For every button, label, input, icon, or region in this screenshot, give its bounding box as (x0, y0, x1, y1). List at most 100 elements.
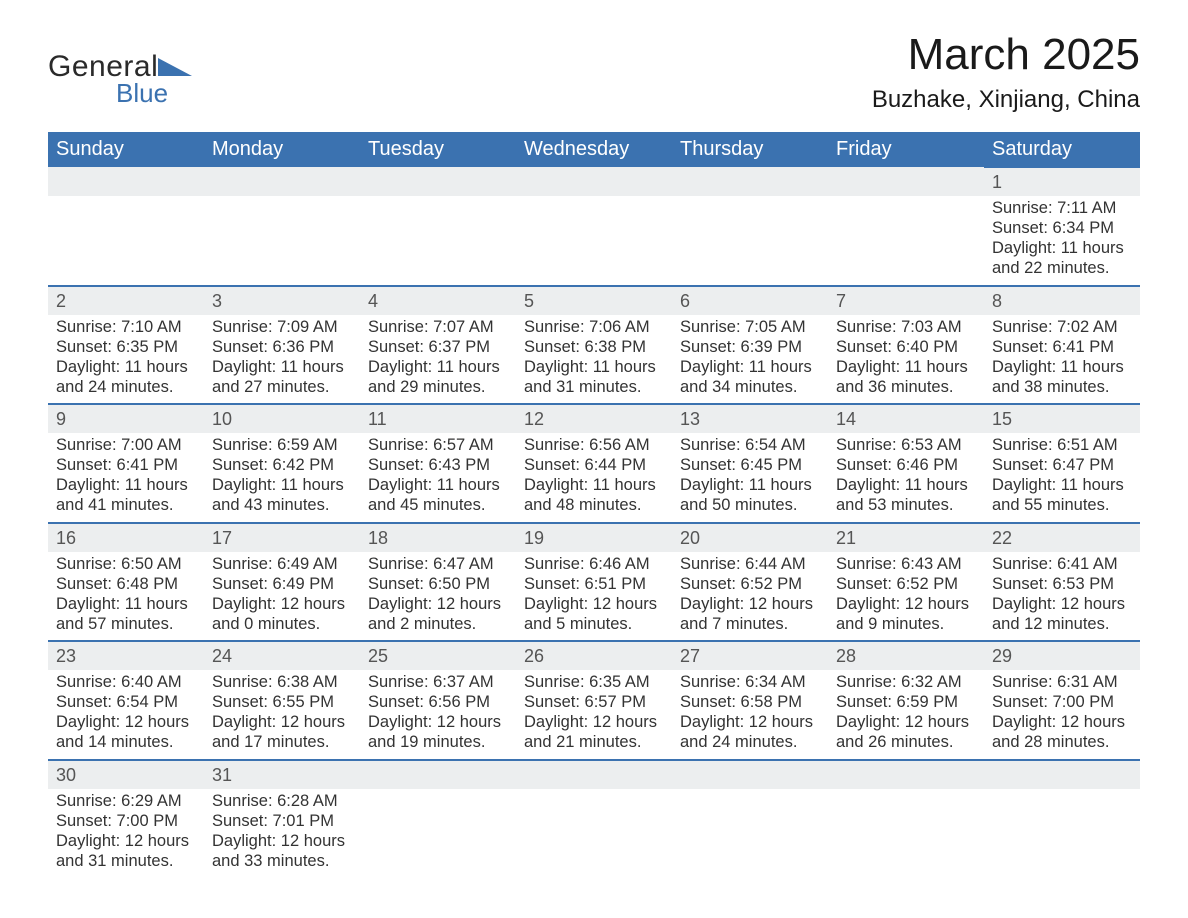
day-sunset: Sunset: 7:01 PM (212, 811, 352, 831)
daynum-row: 2345678 (48, 285, 1140, 315)
day-details: Sunrise: 6:47 AMSunset: 6:50 PMDaylight:… (360, 552, 516, 641)
day-sunrise: Sunrise: 6:37 AM (368, 672, 508, 692)
day-number: 14 (828, 404, 984, 433)
day-dl1: Daylight: 12 hours (212, 594, 352, 614)
detail-row: Sunrise: 6:29 AMSunset: 7:00 PMDaylight:… (48, 789, 1140, 878)
day-dl1: Daylight: 11 hours (836, 475, 976, 495)
day-detail-cell: Sunrise: 6:40 AMSunset: 6:54 PMDaylight:… (48, 670, 204, 759)
day-details: Sunrise: 7:03 AMSunset: 6:40 PMDaylight:… (828, 315, 984, 404)
day-sunset: Sunset: 6:48 PM (56, 574, 196, 594)
day-number-cell (984, 759, 1140, 789)
day-dl2: and 24 minutes. (680, 732, 820, 752)
day-number: 4 (360, 286, 516, 315)
day-number: 28 (828, 641, 984, 670)
day-sunset: Sunset: 6:57 PM (524, 692, 664, 712)
day-dl2: and 7 minutes. (680, 614, 820, 634)
day-details: Sunrise: 6:40 AMSunset: 6:54 PMDaylight:… (48, 670, 204, 759)
day-dl2: and 0 minutes. (212, 614, 352, 634)
weekday-header: Friday (828, 132, 984, 167)
day-number: 13 (672, 404, 828, 433)
day-sunset: Sunset: 6:49 PM (212, 574, 352, 594)
day-dl1: Daylight: 11 hours (836, 357, 976, 377)
daynum-row: 9101112131415 (48, 404, 1140, 434)
day-number: 24 (204, 641, 360, 670)
day-sunrise: Sunrise: 6:29 AM (56, 791, 196, 811)
day-details: Sunrise: 6:54 AMSunset: 6:45 PMDaylight:… (672, 433, 828, 522)
day-detail-cell (672, 196, 828, 285)
brand-logo: General Blue (48, 50, 192, 109)
day-details: Sunrise: 7:07 AMSunset: 6:37 PMDaylight:… (360, 315, 516, 404)
day-dl1: Daylight: 11 hours (680, 475, 820, 495)
day-dl1: Daylight: 11 hours (524, 475, 664, 495)
day-sunset: Sunset: 6:52 PM (680, 574, 820, 594)
day-number-cell: 17 (204, 522, 360, 552)
day-sunset: Sunset: 6:52 PM (836, 574, 976, 594)
day-number-cell (516, 167, 672, 196)
day-number-cell: 18 (360, 522, 516, 552)
day-number-cell: 3 (204, 285, 360, 315)
day-sunset: Sunset: 6:54 PM (56, 692, 196, 712)
day-details: Sunrise: 6:53 AMSunset: 6:46 PMDaylight:… (828, 433, 984, 522)
day-detail-cell: Sunrise: 6:28 AMSunset: 7:01 PMDaylight:… (204, 789, 360, 878)
day-sunset: Sunset: 6:44 PM (524, 455, 664, 475)
day-dl2: and 26 minutes. (836, 732, 976, 752)
day-number: 29 (984, 641, 1140, 670)
day-dl1: Daylight: 12 hours (56, 712, 196, 732)
day-number-cell: 28 (828, 641, 984, 671)
weekday-header: Monday (204, 132, 360, 167)
day-number: 12 (516, 404, 672, 433)
day-details: Sunrise: 6:49 AMSunset: 6:49 PMDaylight:… (204, 552, 360, 641)
day-number: 23 (48, 641, 204, 670)
day-details: Sunrise: 6:50 AMSunset: 6:48 PMDaylight:… (48, 552, 204, 641)
day-details: Sunrise: 6:29 AMSunset: 7:00 PMDaylight:… (48, 789, 204, 878)
day-number: 19 (516, 523, 672, 552)
day-dl1: Daylight: 11 hours (992, 475, 1132, 495)
day-number: 10 (204, 404, 360, 433)
day-number: 21 (828, 523, 984, 552)
day-dl2: and 34 minutes. (680, 377, 820, 397)
day-dl2: and 29 minutes. (368, 377, 508, 397)
day-sunset: Sunset: 6:55 PM (212, 692, 352, 712)
day-sunrise: Sunrise: 6:41 AM (992, 554, 1132, 574)
weekday-header: Saturday (984, 132, 1140, 167)
day-details: Sunrise: 6:44 AMSunset: 6:52 PMDaylight:… (672, 552, 828, 641)
daynum-row: 16171819202122 (48, 522, 1140, 552)
calendar-table: Sunday Monday Tuesday Wednesday Thursday… (48, 132, 1140, 877)
day-sunrise: Sunrise: 7:10 AM (56, 317, 196, 337)
day-sunset: Sunset: 6:38 PM (524, 337, 664, 357)
day-number-cell (828, 167, 984, 196)
day-dl1: Daylight: 11 hours (992, 357, 1132, 377)
day-number: 2 (48, 286, 204, 315)
day-dl1: Daylight: 12 hours (212, 831, 352, 851)
day-detail-cell (828, 196, 984, 285)
brand-triangle-icon (158, 54, 192, 81)
day-dl2: and 14 minutes. (56, 732, 196, 752)
day-dl1: Daylight: 12 hours (992, 712, 1132, 732)
day-sunrise: Sunrise: 7:09 AM (212, 317, 352, 337)
day-detail-cell: Sunrise: 7:09 AMSunset: 6:36 PMDaylight:… (204, 315, 360, 404)
day-dl2: and 31 minutes. (524, 377, 664, 397)
day-detail-cell: Sunrise: 7:00 AMSunset: 6:41 PMDaylight:… (48, 433, 204, 522)
day-dl1: Daylight: 11 hours (368, 357, 508, 377)
day-detail-cell: Sunrise: 7:07 AMSunset: 6:37 PMDaylight:… (360, 315, 516, 404)
day-dl2: and 5 minutes. (524, 614, 664, 634)
day-number: 5 (516, 286, 672, 315)
day-dl2: and 21 minutes. (524, 732, 664, 752)
location-subtitle: Buzhake, Xinjiang, China (872, 86, 1140, 114)
day-sunset: Sunset: 6:47 PM (992, 455, 1132, 475)
day-sunrise: Sunrise: 6:51 AM (992, 435, 1132, 455)
day-dl1: Daylight: 12 hours (680, 594, 820, 614)
day-details: Sunrise: 6:34 AMSunset: 6:58 PMDaylight:… (672, 670, 828, 759)
day-details: Sunrise: 6:35 AMSunset: 6:57 PMDaylight:… (516, 670, 672, 759)
day-dl1: Daylight: 11 hours (992, 238, 1132, 258)
weekday-header: Thursday (672, 132, 828, 167)
day-number-cell (360, 167, 516, 196)
day-number: 17 (204, 523, 360, 552)
day-number-cell: 15 (984, 404, 1140, 434)
day-detail-cell: Sunrise: 6:44 AMSunset: 6:52 PMDaylight:… (672, 552, 828, 641)
day-number: 11 (360, 404, 516, 433)
day-detail-cell (360, 196, 516, 285)
day-detail-cell (516, 196, 672, 285)
day-sunset: Sunset: 6:39 PM (680, 337, 820, 357)
day-dl2: and 36 minutes. (836, 377, 976, 397)
